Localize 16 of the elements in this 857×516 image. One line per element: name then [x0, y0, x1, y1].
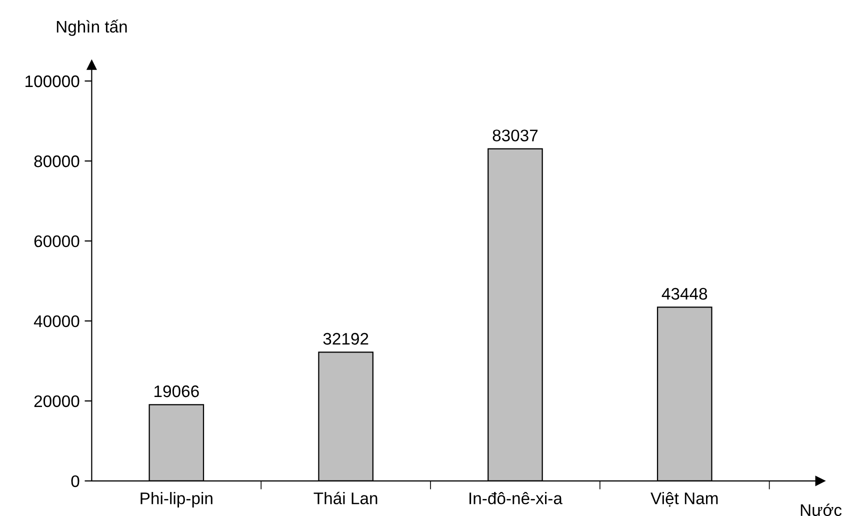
x-tick-label: Việt Nam [650, 492, 718, 507]
x-axis-title: Nước [800, 504, 842, 516]
x-tick-label: In-đô-nê-xi-a [470, 492, 562, 504]
y-tick-label: 40000 [34, 315, 80, 328]
y-tick-label: 60000 [34, 235, 80, 248]
data-label: 19066 [154, 385, 199, 398]
data-label: 83037 [492, 130, 538, 142]
y-axis-title: Nghìn tấn [56, 20, 127, 36]
x-tick-label: Thái Lan [314, 492, 378, 504]
data-label: 43448 [662, 288, 708, 300]
data-label: 32192 [323, 332, 368, 345]
y-tick-label: 100000 [26, 75, 80, 88]
y-tick-label: 80000 [34, 155, 80, 168]
y-tick-label: 0 [71, 475, 80, 488]
x-tick-label: Phi-lip-pin [140, 492, 212, 508]
y-tick-label: 20000 [34, 395, 80, 408]
